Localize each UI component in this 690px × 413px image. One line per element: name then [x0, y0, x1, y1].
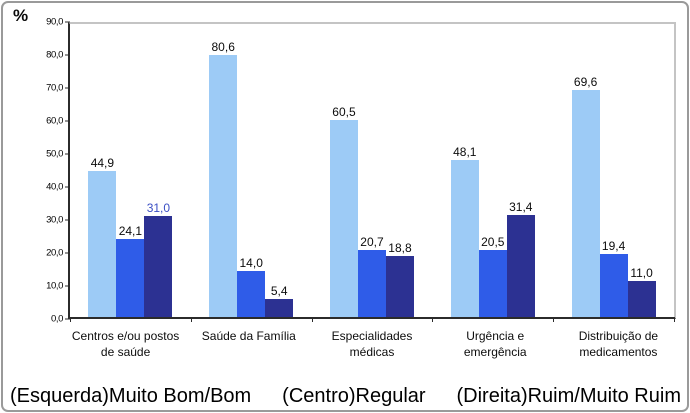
y-tick-mark [65, 219, 70, 221]
y-tick-mark [65, 252, 70, 254]
y-tick-label: 70,0 [46, 82, 63, 94]
y-tick: 20,0 [46, 248, 70, 259]
bar-value-label: 48,1 [452, 145, 478, 160]
bar-group: 69,6 19,4 11,0 [553, 24, 674, 317]
legend-muito-bom: (Esquerda)Muito Bom/Bom [10, 385, 252, 407]
bar: 31,0 [144, 201, 173, 317]
y-tick: 80,0 [46, 50, 70, 61]
bar: 44,9 [88, 155, 117, 317]
category-labels: Centros e/ou postos de saúde Saúde da Fam… [64, 329, 680, 360]
bar-value-label: 5,4 [269, 284, 289, 299]
bar-value-label: 19,4 [600, 238, 627, 253]
bar: 5,4 [265, 284, 294, 317]
bar-value-label: 20,7 [359, 234, 385, 249]
y-tick-label: 30,0 [46, 214, 63, 226]
y-tick: 10,0 [46, 281, 70, 292]
y-tick-label: 80,0 [46, 49, 63, 61]
x-tick-mark [674, 317, 675, 322]
y-tick: 50,0 [46, 149, 70, 160]
bar: 20,5 [478, 235, 507, 317]
y-tick-mark [65, 153, 70, 155]
y-tick-label: 20,0 [46, 247, 63, 259]
x-tick-mark [553, 317, 555, 322]
bar-value-label: 24,1 [117, 223, 144, 238]
y-tick-mark [65, 285, 70, 287]
legend-ruim: (Direita)Ruim/Muito Ruim [456, 385, 681, 407]
bar: 80,6 [209, 39, 238, 317]
bar-value-label: 60,5 [331, 105, 357, 120]
bar-value-label: 18,8 [387, 240, 413, 255]
y-tick-label: 90,0 [46, 16, 63, 28]
y-tick-label: 10,0 [46, 280, 63, 292]
bar: 20,7 [357, 234, 386, 317]
bar-group: 48,1 20,5 31,4 [432, 24, 553, 317]
x-tick-mark [190, 317, 192, 322]
bar-value-label: 80,6 [210, 39, 236, 54]
y-tick: 60,0 [46, 116, 70, 127]
y-tick-mark [65, 186, 70, 188]
bar: 48,1 [450, 145, 479, 317]
x-tick-mark [432, 317, 434, 322]
y-tick-mark [65, 87, 70, 89]
y-tick: 30,0 [46, 215, 70, 226]
bar-group: 44,9 24,1 31,0 [70, 24, 191, 317]
bar-value-label: 31,4 [508, 199, 534, 214]
y-tick-label: 50,0 [46, 148, 63, 160]
x-tick-mark [311, 317, 313, 322]
plot-area: 0,0 10,0 20,0 30,0 40,0 50,0 60,0 70,0 80,0 90,0 … [46, 17, 676, 325]
category-label: Especialidades médicas [331, 329, 413, 359]
y-tick-mark [65, 318, 70, 320]
y-tick: 70,0 [46, 83, 70, 94]
bar-value-label: 69,6 [572, 75, 599, 90]
bar-value-label: 14,0 [238, 256, 264, 271]
bar: 14,0 [237, 256, 266, 317]
bar-value-label: 20,5 [480, 235, 506, 250]
bar-value-label: 31,0 [145, 201, 172, 216]
category-label: Urgência e emergência [463, 329, 527, 359]
y-tick-label: 40,0 [46, 181, 63, 193]
bar: 11,0 [627, 266, 656, 317]
bar: 18,8 [385, 240, 414, 317]
bar: 60,5 [329, 105, 358, 317]
y-tick-label: 0,0 [50, 313, 63, 325]
y-axis-unit-label: % [13, 6, 29, 25]
y-tick-mark [65, 120, 70, 122]
y-tick: 40,0 [46, 182, 70, 193]
x-tick-mark [70, 317, 71, 322]
y-axis: 0,0 10,0 20,0 30,0 40,0 50,0 60,0 70,0 80,0 90,0 [20, 17, 70, 325]
y-tick-mark [65, 21, 70, 23]
bar: 69,6 [571, 75, 600, 317]
category-label: Centros e/ou postos de saúde [71, 329, 180, 359]
bar-value-label: 44,9 [89, 155, 116, 170]
category-label: Distribuição de medicamentos [578, 329, 659, 359]
x-axis-ticks [70, 317, 675, 323]
bar-value-label: 11,0 [629, 266, 654, 281]
category-label: Saúde da Família [201, 329, 296, 343]
bar: 24,1 [116, 223, 145, 317]
y-tick-label: 60,0 [46, 115, 63, 127]
legend-caption: (Esquerda)Muito Bom/Bom (Centro)Regular … [10, 385, 681, 408]
bar: 31,4 [506, 199, 535, 317]
bar: 19,4 [599, 238, 628, 317]
y-tick: 90,0 [46, 17, 70, 28]
y-tick-mark [65, 54, 70, 56]
bar-group: 80,6 14,0 5,4 [191, 24, 312, 317]
bar-groups: 44,9 24,1 31,0 80,6 14,0 5,4 60,5 20,7 18,8 48,1 2… [70, 24, 674, 317]
y-tick: 0,0 [51, 314, 70, 325]
bar-group: 60,5 20,7 18,8 [312, 24, 433, 317]
legend-regular: (Centro)Regular [282, 385, 426, 407]
